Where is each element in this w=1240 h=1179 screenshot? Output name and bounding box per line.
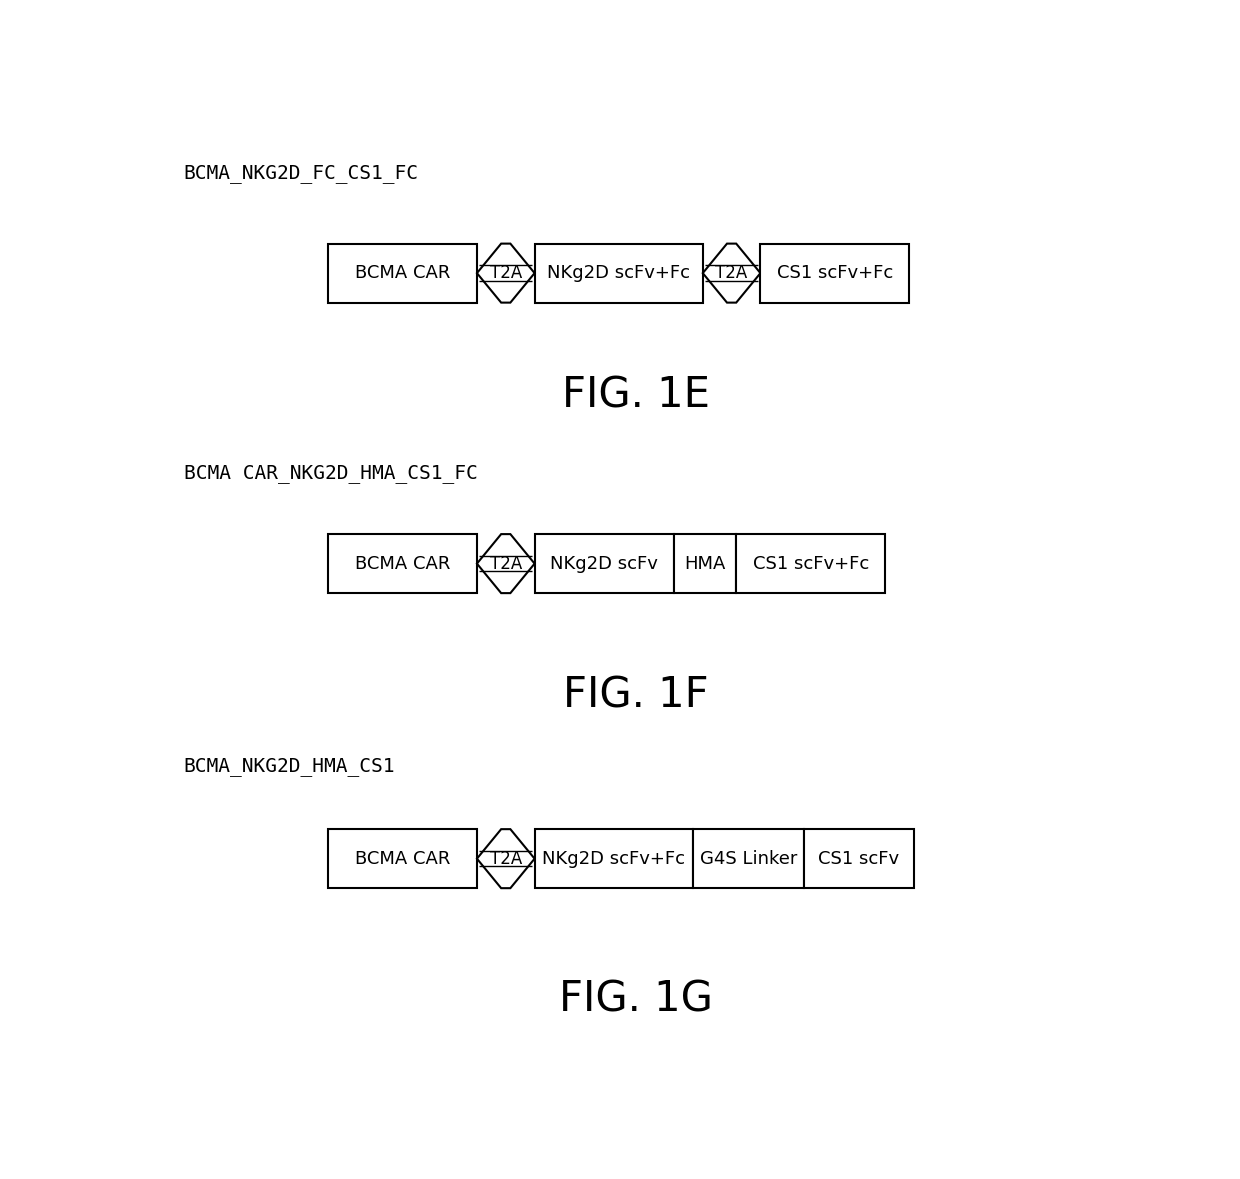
Text: T2A: T2A	[490, 850, 522, 868]
Text: CS1 scFv+Fc: CS1 scFv+Fc	[753, 554, 869, 573]
Text: T2A: T2A	[490, 264, 522, 282]
Text: NKg2D scFv+Fc: NKg2D scFv+Fc	[547, 264, 691, 282]
Polygon shape	[703, 244, 760, 303]
Polygon shape	[477, 829, 534, 888]
Bar	[534, 244, 703, 303]
Text: BCMA CAR: BCMA CAR	[355, 554, 450, 573]
Text: FIG. 1G: FIG. 1G	[558, 979, 713, 1020]
Text: T2A: T2A	[490, 554, 522, 573]
Text: BCMA_NKG2D_HMA_CS1: BCMA_NKG2D_HMA_CS1	[184, 757, 396, 776]
Polygon shape	[477, 244, 534, 303]
Bar	[804, 829, 914, 888]
Polygon shape	[477, 534, 534, 593]
Text: HMA: HMA	[684, 554, 725, 573]
Bar	[675, 534, 737, 593]
Bar	[693, 829, 804, 888]
Text: CS1 scFv: CS1 scFv	[818, 850, 899, 868]
Text: NKg2D scFv+Fc: NKg2D scFv+Fc	[542, 850, 686, 868]
Text: NKg2D scFv: NKg2D scFv	[551, 554, 658, 573]
Text: BCMA CAR_NKG2D_HMA_CS1_FC: BCMA CAR_NKG2D_HMA_CS1_FC	[184, 463, 477, 482]
Text: BCMA CAR: BCMA CAR	[355, 264, 450, 282]
Bar	[327, 829, 477, 888]
Text: FIG. 1F: FIG. 1F	[563, 674, 708, 717]
Text: BCMA_NKG2D_FC_CS1_FC: BCMA_NKG2D_FC_CS1_FC	[184, 164, 419, 183]
Bar	[737, 534, 885, 593]
Bar	[327, 534, 477, 593]
Text: FIG. 1E: FIG. 1E	[562, 375, 709, 416]
Text: G4S Linker: G4S Linker	[699, 850, 797, 868]
Bar	[327, 244, 477, 303]
Bar	[534, 534, 675, 593]
Text: BCMA CAR: BCMA CAR	[355, 850, 450, 868]
Text: CS1 scFv+Fc: CS1 scFv+Fc	[776, 264, 893, 282]
Text: T2A: T2A	[715, 264, 748, 282]
Bar	[760, 244, 909, 303]
Bar	[534, 829, 693, 888]
